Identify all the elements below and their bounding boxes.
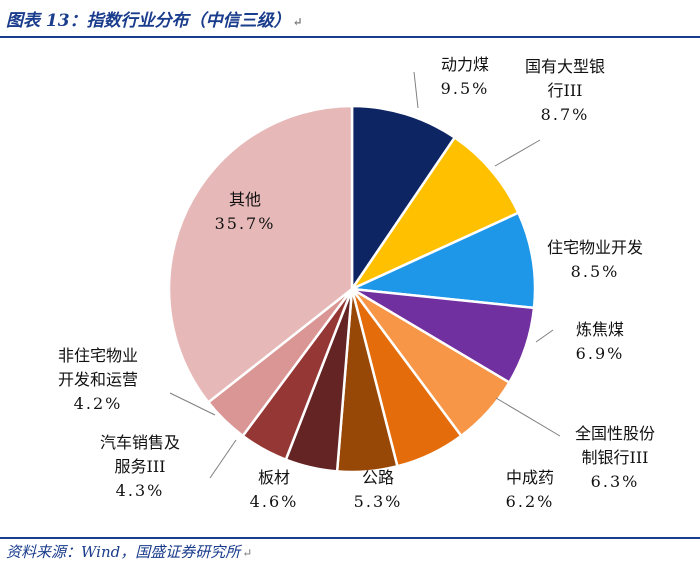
slice-name-label: 炼焦煤 [576, 320, 624, 339]
slice-name-label: 行III [548, 81, 583, 100]
pie-slices [167, 104, 537, 474]
slice-name-label: 汽车销售及 [100, 433, 180, 452]
slice-percent-label: 8.7% [541, 105, 590, 124]
slice-name-label: 动力煤 [441, 55, 489, 74]
slice-percent-label: 6.3% [591, 472, 640, 491]
pie-slice [350, 136, 520, 291]
slice-name-label: 制银行III [582, 448, 649, 467]
paragraph-mark-icon: ↵ [292, 15, 303, 29]
pie-slice [167, 104, 354, 404]
slice-name-label: 中成药 [506, 468, 554, 487]
paragraph-mark-icon: ↵ [242, 546, 253, 560]
title-rule [0, 36, 700, 38]
leader-line [413, 71, 419, 109]
slice-percent-label: 6.9% [576, 344, 625, 363]
slice-percent-label: 8.5% [571, 262, 620, 281]
slice-name-label: 住宅物业开发 [547, 238, 643, 257]
slice-name-label: 板材 [258, 468, 290, 487]
slice-percent-label: 4.6% [250, 492, 299, 511]
leader-line [169, 392, 216, 416]
slice-percent-label: 4.2% [74, 394, 123, 413]
slice-percent-label: 4.3% [116, 481, 165, 500]
slice-percent-label: 5.3% [354, 492, 403, 511]
slice-percent-label: 6.2% [506, 492, 555, 511]
slice-name-label: 其他 [229, 190, 261, 209]
slice-name-label: 开发和运营 [58, 370, 138, 389]
source-rule [0, 537, 700, 539]
slice-percent-label: 35.7% [215, 214, 276, 233]
slice-name-label: 公路 [362, 468, 394, 487]
pie-slice [350, 211, 537, 310]
source-note: 资料来源：Wind，国盛证券研究所 [6, 543, 241, 561]
leader-line [494, 139, 541, 167]
slice-percent-label: 9.5% [441, 79, 490, 98]
leader-line [209, 439, 237, 479]
slice-name-label: 全国性股份 [575, 424, 655, 443]
chart-title: 图表 13：指数行业分布（中信三级） [6, 11, 291, 31]
title-bar: 图表 13：指数行业分布（中信三级） ↵ [0, 0, 700, 36]
leader-line [495, 397, 561, 437]
slice-name-label: 非住宅物业 [58, 346, 138, 365]
leader-line [535, 329, 554, 343]
slice-name-label: 服务III [115, 457, 166, 476]
slice-name-label: 国有大型银 [525, 57, 605, 76]
pie-slice [350, 104, 456, 291]
